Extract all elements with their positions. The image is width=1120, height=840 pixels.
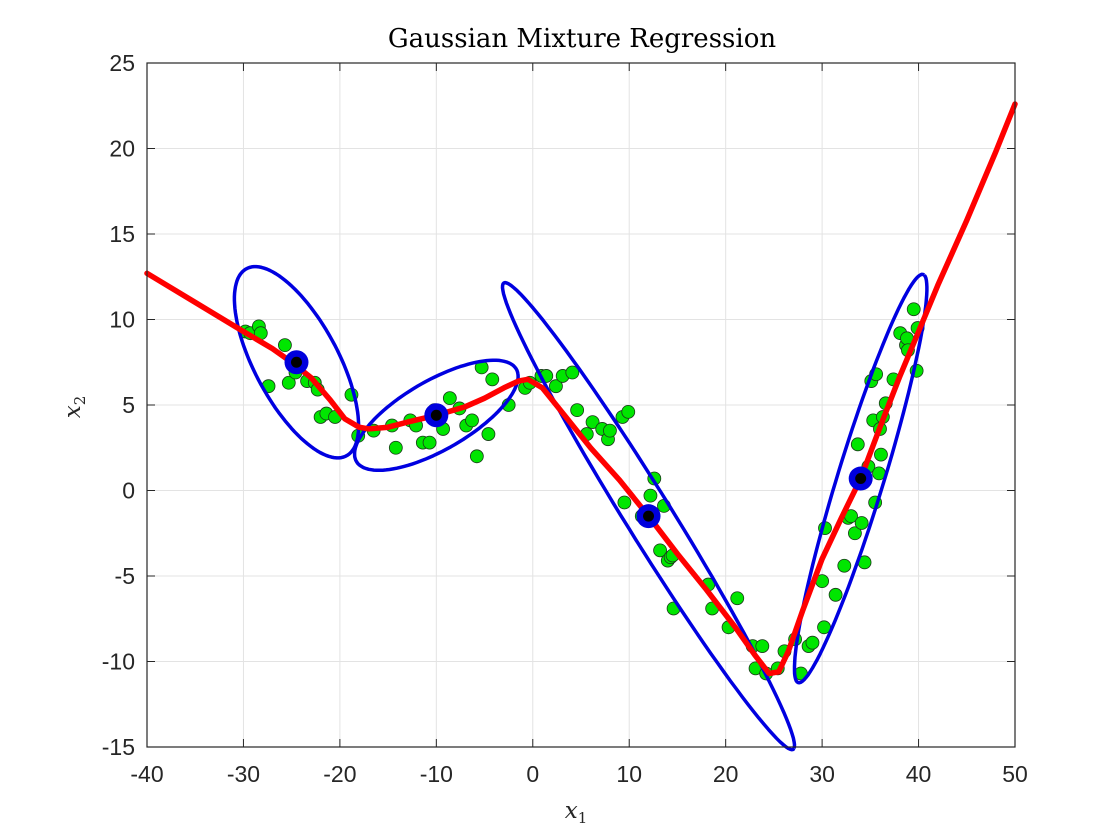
y-axis-label-group: x2 [60,396,89,419]
plot-area [144,101,1018,752]
data-point [570,403,585,418]
x-axis-label: x1 [565,798,588,827]
x-tick-labels: -40 -30 -20 -10 0 10 20 30 40 50 [130,63,1028,787]
y-axis-label-main: x [60,405,86,418]
x-tick-label: 50 [1002,761,1028,787]
y-axis-label-subscript: 2 [71,396,89,406]
x-tick-label: 40 [906,761,932,787]
gaussian-ellipse [500,280,797,752]
gaussian-ellipse [352,358,520,473]
component-center-dot [290,356,302,368]
y-tick-label: 10 [109,307,135,333]
data-point [278,338,292,353]
component-center-dot [643,510,655,522]
data-point [621,404,636,419]
data-point [485,372,500,387]
y-tick-label: 20 [109,136,135,162]
data-point [874,447,888,462]
data-point [281,375,296,390]
data-point [585,415,600,430]
component-center-dot [430,409,442,421]
data-point [603,423,617,438]
x-tick-label: 30 [809,761,835,787]
y-axis-label: x2 [60,396,89,419]
chart-title: Gaussian Mixture Regression [388,24,776,54]
data-point [422,435,437,450]
data-point [755,639,770,654]
component-center-dot [855,473,867,485]
data-point [850,437,865,452]
data-point [854,516,869,530]
x-tick-label: -10 [420,761,453,787]
data-point [828,587,843,602]
y-tick-label: 0 [122,478,135,504]
x-tick-label: -40 [130,761,163,787]
data-point [906,302,921,317]
regression-curve [144,101,1018,677]
y-tick-label: 25 [109,50,135,76]
data-point [565,365,580,380]
y-tick-label: -10 [102,649,135,675]
data-point [730,591,745,606]
data-point [837,558,852,573]
x-tick-label: 0 [526,761,539,787]
data-point [549,379,563,394]
data-point [643,488,658,503]
x-tick-label: 20 [713,761,739,787]
y-tick-label: 5 [122,392,135,418]
x-tick-label: 10 [616,761,642,787]
data-point [653,543,667,558]
x-axis-label-main: x [565,798,578,824]
data-point [805,635,820,650]
data-point [465,413,479,428]
data-point [848,526,862,541]
data-point [481,427,496,441]
y-tick-label: 15 [109,221,135,247]
y-tick-label: -5 [115,563,135,589]
gaussian-ellipse [232,264,361,460]
data-point [617,495,632,510]
data-point [469,449,484,464]
x-axis-label-subscript: 1 [578,809,588,827]
y-tick-label: -15 [102,734,135,760]
gaussian-ellipse [792,272,929,685]
y-tick-labels: -15 -10 -5 0 5 10 15 20 25 [102,50,1015,760]
x-tick-label: -20 [323,761,356,787]
x-tick-label: -30 [227,761,260,787]
data-point [388,440,403,455]
data-point [442,391,457,406]
